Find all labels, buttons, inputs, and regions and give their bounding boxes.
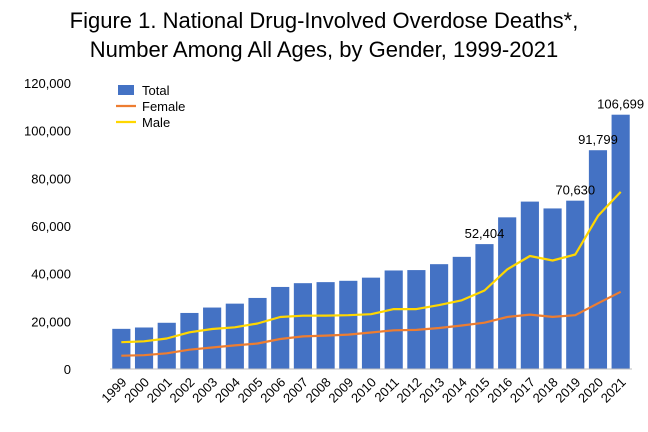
y-tick-label: 20,000	[31, 314, 71, 329]
bar-total-2013	[430, 264, 449, 369]
bar-total-2018	[543, 208, 562, 369]
bar-total-2015	[475, 244, 494, 369]
bar-total-2002	[180, 312, 199, 369]
x-tick-label: 2011	[371, 375, 401, 405]
legend-label-female: Female	[142, 99, 185, 114]
bar-total-2001	[157, 322, 176, 369]
bar-total-2006	[271, 286, 290, 369]
bar-total-2010	[361, 277, 381, 369]
x-tick-label: 2021	[598, 375, 629, 406]
legend-label-male: Male	[142, 115, 170, 130]
bar-total-2003	[203, 307, 222, 369]
legend-label-total: Total	[142, 83, 170, 98]
bar-total-2004	[225, 303, 244, 369]
data-label-2015: 52,404	[465, 226, 505, 241]
bar-total-2000	[134, 327, 154, 369]
bar-total-2009	[339, 280, 358, 369]
bar-total-2017	[520, 201, 539, 369]
bar-total-2021	[611, 114, 630, 369]
data-label-2019: 70,630	[555, 183, 595, 198]
y-tick-label: 120,000	[24, 76, 71, 91]
legend-swatch-total	[118, 85, 134, 95]
data-label-2020: 91,799	[578, 132, 618, 147]
y-tick-label: 80,000	[31, 171, 71, 186]
bar-total-2007	[293, 283, 312, 369]
bar-total-2019	[566, 200, 585, 369]
data-label-2021: 106,699	[597, 97, 644, 112]
y-tick-label: 0	[64, 362, 71, 377]
bar-total-2005	[248, 297, 267, 369]
line-female	[121, 290, 622, 357]
y-tick-label: 40,000	[31, 267, 71, 282]
y-tick-label: 100,000	[24, 124, 71, 139]
bar-total-2020	[588, 150, 608, 369]
line-male	[121, 191, 622, 344]
bar-total-2016	[498, 217, 517, 369]
chart-title-line-2: Number Among All Ages, by Gender, 1999-2…	[89, 37, 559, 62]
bar-total-1999	[112, 328, 131, 369]
bar-total-2008	[316, 282, 335, 369]
bar-total-2011	[384, 270, 403, 369]
y-tick-label: 60,000	[31, 219, 71, 234]
chart-title-line-1: Figure 1. National Drug-Involved Overdos…	[69, 8, 579, 33]
chart-title: Figure 1. National Drug-Involved Overdos…	[0, 6, 648, 64]
bar-total-2012	[407, 270, 426, 369]
bar-total-2014	[452, 256, 471, 369]
